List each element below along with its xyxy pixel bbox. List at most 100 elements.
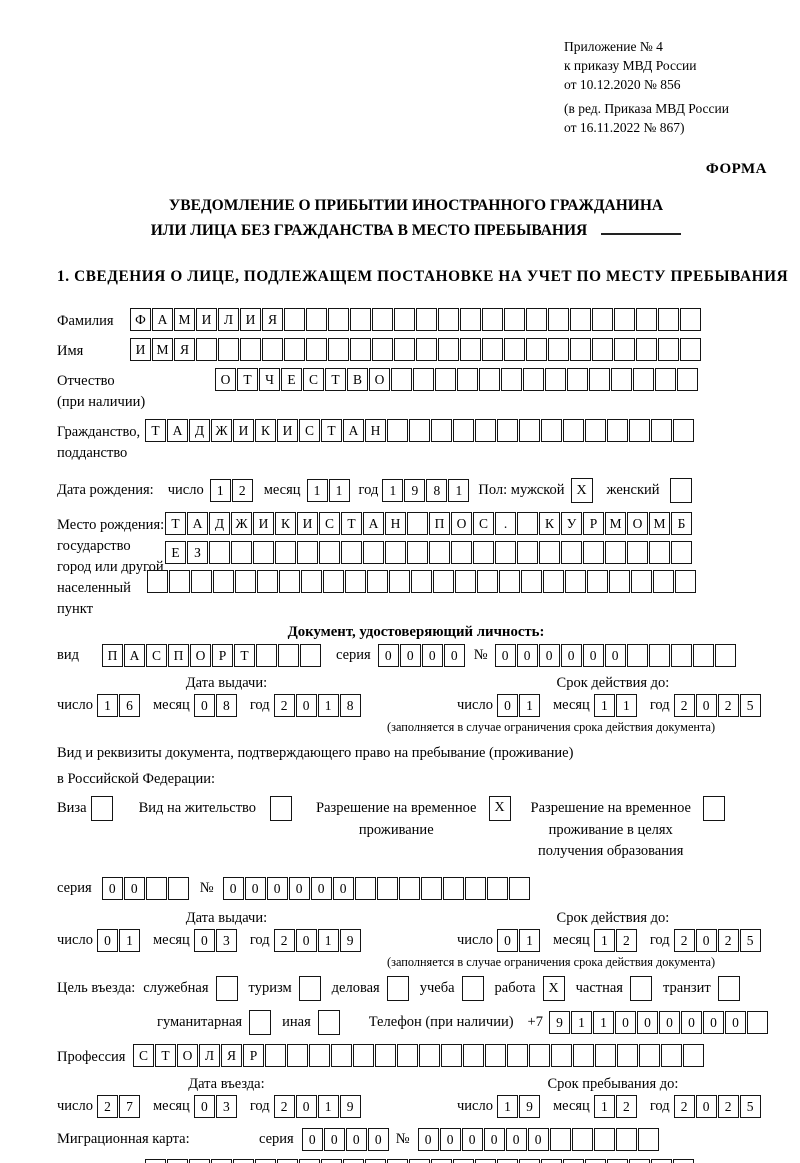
- char-cell[interactable]: [353, 1044, 374, 1068]
- char-cell[interactable]: 0: [101, 877, 123, 901]
- char-cell[interactable]: 0: [193, 929, 215, 953]
- char-cell[interactable]: 0: [496, 929, 518, 953]
- char-cell[interactable]: 1: [615, 694, 637, 718]
- char-cell[interactable]: [658, 338, 679, 362]
- char-cell[interactable]: [167, 877, 189, 901]
- char-cell[interactable]: [549, 1128, 571, 1152]
- char-cell[interactable]: 0: [222, 877, 244, 901]
- char-cell[interactable]: [255, 1159, 276, 1163]
- char-cell[interactable]: [633, 368, 654, 392]
- char-cell[interactable]: [661, 1044, 682, 1068]
- char-cell[interactable]: [541, 1159, 562, 1163]
- char-cell[interactable]: [614, 308, 635, 332]
- char-cell[interactable]: 1: [593, 694, 615, 718]
- char-cell[interactable]: [692, 644, 714, 668]
- char-cell[interactable]: [319, 541, 340, 565]
- char-cell[interactable]: [196, 338, 217, 362]
- char-cell[interactable]: З: [187, 541, 208, 565]
- char-cell[interactable]: [394, 308, 415, 332]
- char-cell[interactable]: [629, 1159, 650, 1163]
- char-cell[interactable]: [328, 338, 349, 362]
- char-cell[interactable]: [350, 338, 371, 362]
- char-cell[interactable]: 0: [288, 877, 310, 901]
- char-cell[interactable]: [587, 570, 608, 594]
- char-cell[interactable]: И: [130, 338, 151, 362]
- char-cell[interactable]: [169, 570, 190, 594]
- char-cell[interactable]: А: [343, 419, 364, 443]
- char-cell[interactable]: [651, 1159, 672, 1163]
- char-cell[interactable]: С: [146, 644, 167, 668]
- char-cell[interactable]: [495, 541, 516, 565]
- char-cell[interactable]: Т: [237, 368, 258, 392]
- char-cell[interactable]: [627, 541, 648, 565]
- char-cell[interactable]: [653, 570, 674, 594]
- char-cell[interactable]: 5: [739, 929, 761, 953]
- char-cell[interactable]: [592, 308, 613, 332]
- char-cell[interactable]: 2: [273, 1095, 295, 1119]
- char-cell[interactable]: О: [215, 368, 236, 392]
- char-cell[interactable]: [453, 1159, 474, 1163]
- gender-male-checkbox[interactable]: X: [570, 478, 593, 504]
- char-cell[interactable]: [617, 1044, 638, 1068]
- char-cell[interactable]: 1: [317, 929, 339, 953]
- char-cell[interactable]: 0: [724, 1011, 746, 1035]
- char-cell[interactable]: 0: [680, 1011, 702, 1035]
- char-cell[interactable]: 2: [717, 694, 739, 718]
- char-cell[interactable]: [278, 644, 299, 668]
- char-cell[interactable]: Е: [281, 368, 302, 392]
- char-cell[interactable]: [486, 877, 508, 901]
- char-cell[interactable]: [284, 338, 305, 362]
- char-cell[interactable]: [519, 1159, 540, 1163]
- char-cell[interactable]: В: [347, 368, 368, 392]
- char-cell[interactable]: [504, 338, 525, 362]
- char-cell[interactable]: [636, 338, 657, 362]
- char-cell[interactable]: [457, 368, 478, 392]
- char-cell[interactable]: [482, 338, 503, 362]
- char-cell[interactable]: [746, 1011, 768, 1035]
- char-cell[interactable]: [648, 644, 670, 668]
- char-cell[interactable]: [670, 644, 692, 668]
- char-cell[interactable]: Т: [165, 512, 186, 536]
- char-cell[interactable]: [497, 419, 518, 443]
- char-cell[interactable]: [438, 308, 459, 332]
- char-cell[interactable]: [517, 541, 538, 565]
- char-cell[interactable]: 0: [421, 644, 443, 668]
- char-cell[interactable]: И: [233, 419, 254, 443]
- char-cell[interactable]: [517, 512, 538, 536]
- char-cell[interactable]: [240, 338, 261, 362]
- char-cell[interactable]: [385, 541, 406, 565]
- char-cell[interactable]: [508, 877, 530, 901]
- char-cell[interactable]: 1: [306, 479, 328, 503]
- char-cell[interactable]: [253, 541, 274, 565]
- char-cell[interactable]: 0: [266, 877, 288, 901]
- char-cell[interactable]: [433, 570, 454, 594]
- char-cell[interactable]: 1: [570, 1011, 592, 1035]
- char-cell[interactable]: 0: [695, 1095, 717, 1119]
- private-checkbox[interactable]: [629, 976, 652, 1002]
- char-cell[interactable]: 3: [215, 929, 237, 953]
- char-cell[interactable]: [419, 1044, 440, 1068]
- char-cell[interactable]: [376, 877, 398, 901]
- char-cell[interactable]: [595, 1044, 616, 1068]
- char-cell[interactable]: 9: [404, 479, 426, 503]
- char-cell[interactable]: [372, 338, 393, 362]
- char-cell[interactable]: Л: [199, 1044, 220, 1068]
- char-cell[interactable]: 8: [339, 694, 361, 718]
- char-cell[interactable]: [431, 419, 452, 443]
- char-cell[interactable]: И: [240, 308, 261, 332]
- char-cell[interactable]: [714, 644, 736, 668]
- char-cell[interactable]: [306, 338, 327, 362]
- char-cell[interactable]: К: [255, 419, 276, 443]
- char-cell[interactable]: Р: [212, 644, 233, 668]
- char-cell[interactable]: Ф: [130, 308, 151, 332]
- char-cell[interactable]: [389, 570, 410, 594]
- char-cell[interactable]: [218, 338, 239, 362]
- char-cell[interactable]: [277, 1159, 298, 1163]
- char-cell[interactable]: [460, 308, 481, 332]
- char-cell[interactable]: [523, 368, 544, 392]
- char-cell[interactable]: [416, 338, 437, 362]
- char-cell[interactable]: 1: [145, 1159, 166, 1163]
- char-cell[interactable]: [571, 1128, 593, 1152]
- char-cell[interactable]: Т: [145, 419, 166, 443]
- char-cell[interactable]: [497, 1159, 518, 1163]
